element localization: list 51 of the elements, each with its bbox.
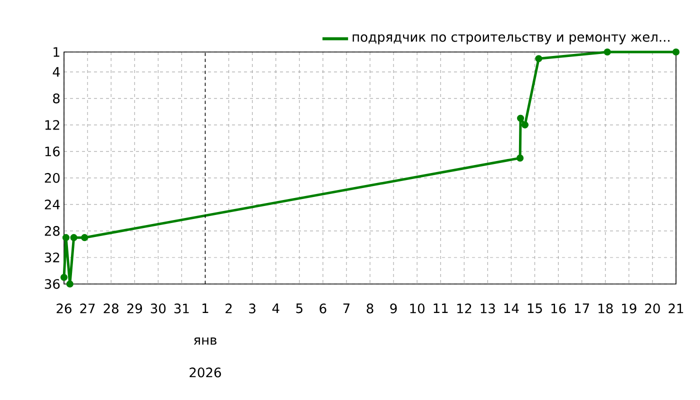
x-tick-label: 16 <box>551 304 566 314</box>
x-tick-label: 31 <box>174 304 189 314</box>
point <box>517 114 524 122</box>
y-tick-label: 36 <box>44 279 60 289</box>
x-tick-label: 13 <box>480 304 495 314</box>
y-tick-label: 16 <box>45 146 60 156</box>
point <box>672 48 680 56</box>
point <box>516 154 524 162</box>
x-tick-label: 21 <box>668 304 684 314</box>
x-tick-label: 30 <box>150 304 166 314</box>
x-tick-label: 19 <box>622 304 636 314</box>
point <box>70 234 78 242</box>
x-tick-label: 2 <box>226 304 232 314</box>
x-tick-label: 27 <box>80 304 95 314</box>
x-tick-label: 12 <box>457 304 472 314</box>
x-tick-label: 1 <box>202 304 208 314</box>
x-tick-label: 14 <box>504 304 519 314</box>
legend-label: подрядчик по строительству и ремонту жел... <box>352 34 670 44</box>
point <box>62 234 70 242</box>
text: янв <box>194 338 216 345</box>
y-tick-label: 32 <box>44 252 60 262</box>
point <box>521 121 529 128</box>
x-tick-label: 6 <box>320 304 326 314</box>
x-tick-label: 3 <box>249 304 256 314</box>
text: 2026 <box>190 368 221 378</box>
x-tick-label: 28 <box>104 304 118 314</box>
x-tick-label: 10 <box>410 304 424 314</box>
x-tick-label: 17 <box>575 304 590 314</box>
y-tick-label: 24 <box>44 200 60 210</box>
point <box>604 48 611 56</box>
point <box>535 55 542 62</box>
x-tick-label: 5 <box>296 304 302 314</box>
x-tick-label: 18 <box>598 304 613 314</box>
x-tick-label: 7 <box>343 304 350 314</box>
x-tick-label: 29 <box>127 304 142 314</box>
point <box>81 234 88 242</box>
x-tick-label: 20 <box>645 304 660 314</box>
y-tick-label: 1 <box>54 47 60 57</box>
x-tick-label: 8 <box>366 304 374 314</box>
point <box>60 274 68 281</box>
x-tick-label: 9 <box>390 304 397 314</box>
x-tick-label: 4 <box>272 304 280 314</box>
x-tick-label: 26 <box>56 304 72 314</box>
y-tick-label: 8 <box>53 93 60 104</box>
y-tick-label: 12 <box>45 120 60 130</box>
y-tick-label: 28 <box>44 226 60 236</box>
y-tick-label: 20 <box>44 173 60 183</box>
x-tick-label: 15 <box>528 304 542 314</box>
y-tick-label: 4 <box>52 67 60 77</box>
point <box>66 280 74 288</box>
x-tick-label: 11 <box>434 304 448 314</box>
